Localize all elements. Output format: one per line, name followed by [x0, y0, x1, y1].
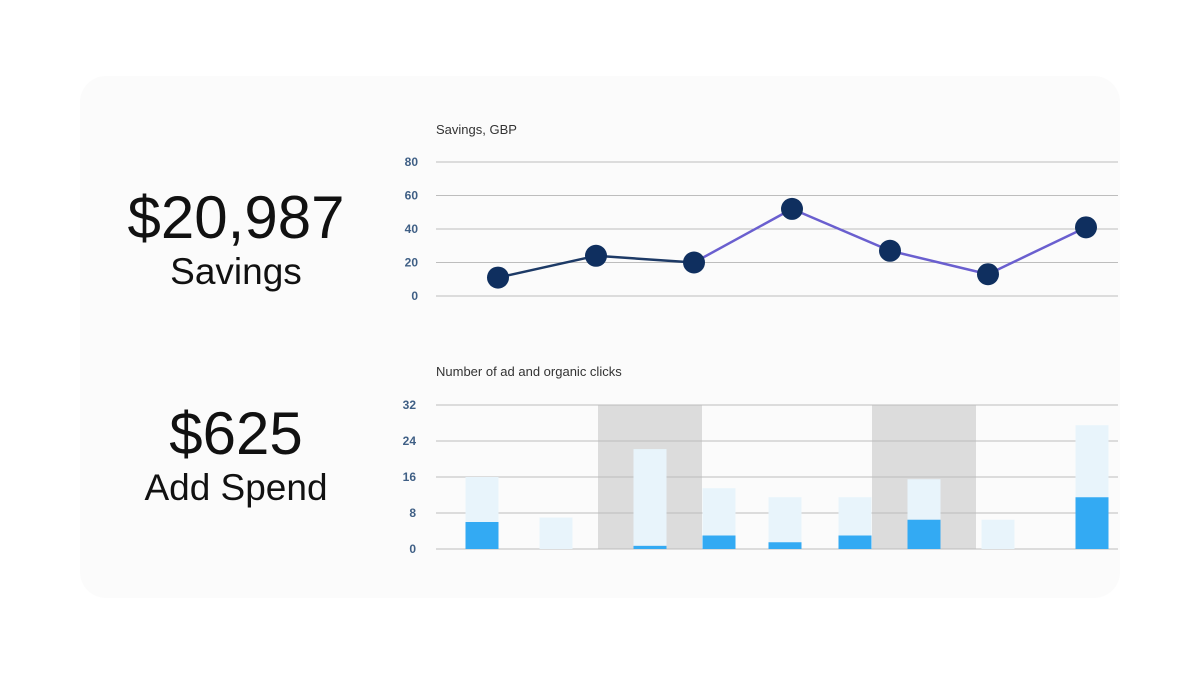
bar-chart-bar-ad	[768, 542, 802, 549]
bar-chart-title: Number of ad and organic clicks	[436, 364, 622, 379]
bar-chart-y-tick: 0	[409, 542, 416, 556]
bar-chart-bar-organic	[1075, 425, 1109, 498]
bar-chart-bar-ad	[1075, 497, 1109, 549]
spend-value: $625	[169, 400, 303, 467]
bar-chart-bar-organic	[539, 517, 573, 549]
line-chart-y-tick: 40	[405, 222, 419, 236]
bar-chart-bar-organic	[465, 477, 499, 522]
bar-chart-y-tick: 24	[403, 434, 417, 448]
line-chart-series-segment	[595, 254, 695, 264]
bar-chart-bar-ad	[838, 535, 872, 549]
bar-chart-bar-ad	[633, 545, 667, 549]
line-chart-point	[781, 197, 803, 220]
line-chart-point	[487, 266, 509, 289]
line-chart-y-tick: 20	[405, 256, 419, 270]
line-chart-y-tick: 60	[405, 189, 419, 203]
bar-chart-bar-organic	[981, 519, 1015, 549]
spend-kpi: $625 Add Spend	[76, 402, 396, 510]
line-chart-point	[585, 244, 607, 267]
bar-chart-bar-ad	[702, 535, 736, 549]
bar-chart-bar-ad	[465, 522, 499, 549]
line-chart-point	[1075, 216, 1097, 239]
bar-chart-bar-organic	[633, 449, 667, 546]
bar-chart-bar-organic	[907, 479, 941, 520]
line-chart-point	[683, 251, 705, 274]
line-chart-title: Savings, GBP	[436, 122, 517, 137]
spend-label: Add Spend	[144, 467, 328, 508]
line-chart-series-segment	[693, 207, 793, 264]
bar-chart-bar-organic	[768, 497, 802, 543]
line-chart-point	[977, 263, 999, 286]
savings-value: $20,987	[127, 184, 345, 251]
bar-chart-bar-organic	[702, 488, 736, 536]
bar-chart-y-tick: 32	[403, 398, 417, 412]
line-chart-series-segment	[791, 207, 891, 252]
line-chart-series-segment	[497, 254, 597, 279]
savings-label: Savings	[170, 251, 302, 292]
bar-chart-y-tick: 16	[403, 470, 417, 484]
line-chart-point	[879, 239, 901, 262]
bar-chart-bar-organic	[838, 497, 872, 536]
line-chart-series-segment	[889, 249, 989, 276]
savings-kpi: $20,987 Savings	[76, 186, 396, 294]
bar-chart-y-tick: 8	[409, 506, 416, 520]
bar-chart-bar-ad	[907, 519, 941, 549]
line-chart-series-segment	[987, 226, 1087, 276]
line-chart-y-tick: 80	[405, 155, 419, 169]
line-chart-y-tick: 0	[411, 289, 418, 303]
